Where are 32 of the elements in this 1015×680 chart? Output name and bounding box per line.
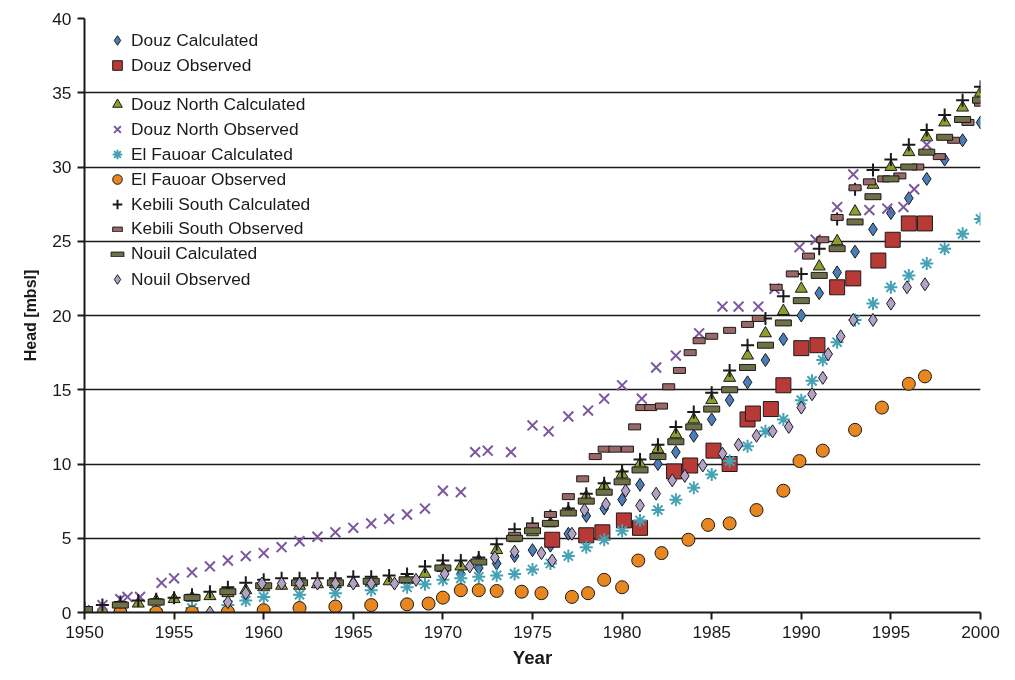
legend-label: Nouil Calculated	[131, 243, 258, 265]
x-tick-label: 1995	[871, 621, 911, 642]
y-tick-label: 35	[52, 82, 72, 103]
legend-label: Kebili South Calculated	[131, 192, 311, 216]
y-tick-label: 25	[52, 231, 72, 252]
x-tick-label: 1950	[65, 621, 104, 642]
y-axis-title: Head [mbsl]	[22, 269, 40, 362]
legend-label: Nouil Observed	[131, 267, 251, 291]
x-tick-label: 1955	[154, 621, 194, 642]
y-tick-label: 5	[61, 528, 72, 549]
y-tick-label: 40	[52, 8, 72, 29]
legend-label: Douz Observed	[131, 53, 252, 77]
legend-label: El Fauoar Observed	[131, 167, 287, 191]
x-tick-label: 1985	[692, 621, 731, 642]
y-tick-label: 30	[52, 157, 72, 177]
x-tick-label: 1975	[513, 621, 552, 642]
legend-label: Kebili South Observed	[131, 218, 304, 240]
y-tick-label: 20	[52, 305, 72, 326]
x-tick-label: 1990	[782, 621, 821, 642]
x-tick-label: 1970	[423, 621, 463, 642]
legend-label: Douz Calculated	[131, 28, 259, 52]
legend-label: Douz North Observed	[131, 117, 299, 141]
x-tick-label: 1980	[602, 621, 642, 642]
x-tick-label: 1960	[244, 621, 283, 642]
y-tick-label: 15	[52, 379, 72, 400]
legend-label: El Fauoar Calculated	[131, 142, 293, 166]
y-tick-label: 10	[52, 454, 72, 474]
y-tick-label: 0	[61, 602, 72, 623]
legend-label: Douz North Calculated	[131, 92, 306, 116]
x-axis-title: Year	[512, 646, 553, 668]
x-tick-label: 1965	[334, 621, 373, 642]
x-tick-label: 2000	[961, 621, 1000, 642]
